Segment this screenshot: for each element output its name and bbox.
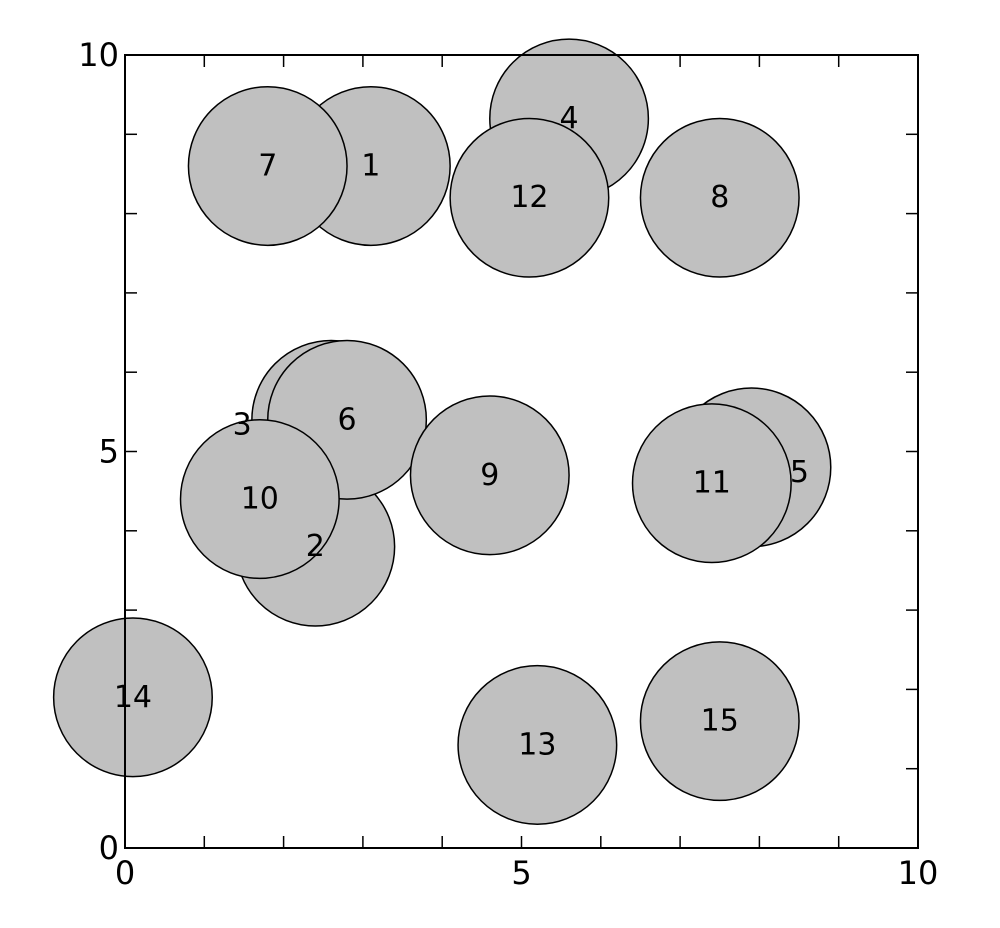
circle-marker-8 bbox=[639, 117, 800, 278]
circle-label-14: 14 bbox=[114, 680, 152, 715]
circle-label-4: 4 bbox=[560, 101, 579, 136]
circle-marker-13 bbox=[457, 664, 618, 825]
circle-marker-15 bbox=[639, 641, 800, 802]
circle-marker-10 bbox=[179, 419, 340, 580]
circle-label-1: 1 bbox=[361, 149, 380, 184]
circle-label-13: 13 bbox=[518, 727, 556, 762]
circle-marker-12 bbox=[449, 117, 610, 278]
circle-marker-9 bbox=[409, 395, 570, 556]
circle-label-2: 2 bbox=[306, 529, 325, 564]
y-tick-label: 0 bbox=[99, 829, 119, 867]
y-tick-label: 5 bbox=[99, 433, 119, 471]
circle-label-7: 7 bbox=[258, 149, 277, 184]
circle-label-15: 15 bbox=[701, 704, 739, 739]
plot-frame bbox=[124, 54, 919, 849]
circle-marker-11 bbox=[631, 403, 792, 564]
circle-marker-7 bbox=[187, 85, 348, 247]
x-tick-label: 0 bbox=[115, 854, 135, 892]
circle-label-8: 8 bbox=[710, 180, 729, 215]
circle-marker-14 bbox=[52, 617, 213, 778]
circle-label-6: 6 bbox=[337, 402, 356, 437]
y-tick-label: 10 bbox=[78, 36, 119, 74]
x-tick-label: 10 bbox=[898, 854, 939, 892]
circle-label-9: 9 bbox=[480, 458, 499, 493]
axis-tick-labels: 0 5 10 0 5 10 bbox=[78, 36, 938, 892]
circle-label-3: 3 bbox=[233, 407, 252, 442]
circle-label-5: 5 bbox=[790, 455, 809, 490]
circle-label-10: 10 bbox=[241, 482, 279, 517]
circle-label-11: 11 bbox=[693, 466, 731, 501]
circle-label-12: 12 bbox=[510, 180, 548, 215]
x-tick-label: 5 bbox=[511, 854, 531, 892]
